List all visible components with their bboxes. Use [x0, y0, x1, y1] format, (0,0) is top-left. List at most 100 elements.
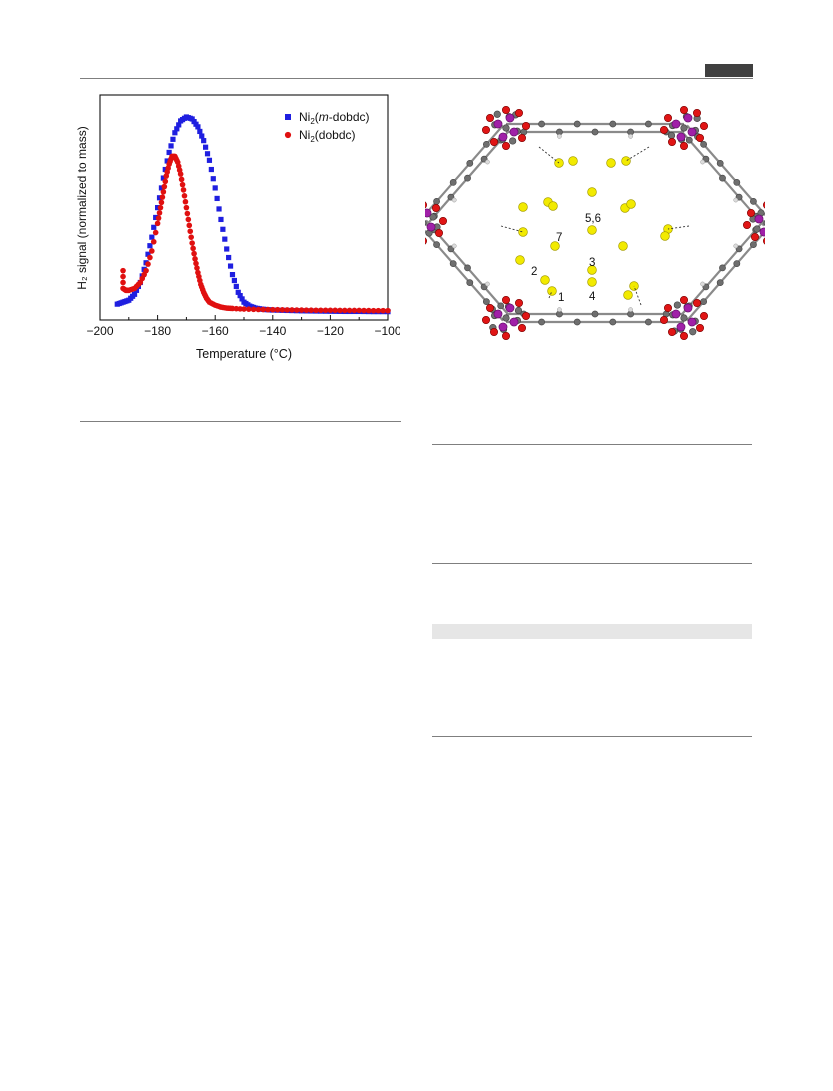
data-point — [342, 307, 348, 314]
data-point — [233, 283, 239, 290]
legend-label: Ni2(m-dobdc) — [299, 110, 369, 126]
data-point — [195, 124, 201, 130]
data-point — [255, 306, 262, 313]
carbon-atom — [466, 279, 474, 287]
data-point — [189, 116, 195, 122]
oxygen-atom — [518, 133, 527, 142]
data-point — [237, 293, 243, 299]
data-point — [210, 176, 216, 182]
y-axis-label: H₂ signal (normalized to mass) — [75, 126, 89, 289]
nickel-atom — [498, 132, 508, 142]
hydrogen-atom — [628, 134, 633, 139]
oxygen-atom — [425, 201, 427, 209]
oxygen-atom — [680, 332, 689, 341]
carbon-atom — [464, 174, 471, 182]
data-point — [231, 277, 237, 284]
oxygen-atom — [692, 108, 701, 117]
h2-molecule — [547, 286, 557, 296]
oxygen-atom — [439, 217, 448, 226]
oxygen-atom — [746, 209, 755, 218]
carbon-atom — [700, 140, 708, 148]
data-point — [120, 279, 126, 286]
carbon-atom — [591, 128, 599, 136]
h2-molecule — [587, 277, 597, 287]
data-point — [157, 204, 164, 211]
carbon-atom — [482, 140, 490, 148]
h2-molecule — [660, 231, 670, 241]
nickel-atom — [425, 208, 432, 218]
oxygen-atom — [518, 324, 527, 333]
legend-marker — [284, 131, 292, 139]
page-header-tab — [705, 64, 753, 77]
carbon-atom — [680, 314, 688, 322]
data-point — [120, 267, 126, 274]
data-point — [162, 166, 168, 173]
site-label-1: 1 — [558, 292, 564, 304]
oxygen-atom — [680, 141, 689, 150]
data-point — [155, 205, 161, 211]
data-point — [346, 307, 353, 314]
data-point — [145, 251, 151, 257]
section-rule-right-2 — [432, 563, 752, 564]
data-point — [206, 157, 213, 163]
oxygen-atom — [692, 299, 701, 308]
data-point — [385, 307, 391, 314]
section-rule-right-1 — [432, 444, 752, 445]
oxygen-atom — [425, 237, 427, 245]
h2-molecule — [618, 241, 628, 251]
data-point — [289, 307, 295, 313]
data-point — [239, 296, 245, 302]
binding-interaction — [625, 146, 650, 162]
data-point — [161, 183, 168, 190]
carbon-atom — [493, 110, 501, 118]
nickel-atom — [505, 303, 515, 313]
x-tick-label: −180 — [144, 324, 171, 338]
oxygen-atom — [502, 105, 511, 114]
site-labels: 5,6 7 3 2 1 4 — [531, 213, 601, 304]
data-point — [218, 216, 224, 223]
section-rule-left — [80, 421, 401, 422]
data-point — [380, 307, 387, 314]
carbon-atom — [609, 318, 617, 326]
data-point — [143, 267, 149, 274]
data-point — [153, 214, 159, 221]
metal-node — [660, 296, 708, 341]
data-point — [203, 144, 209, 150]
x-tick-label: −160 — [202, 324, 229, 338]
oxygen-atom — [435, 229, 444, 238]
oxygen-atom — [502, 296, 511, 305]
carbon-atom — [750, 197, 757, 205]
series-ni2-m-dobdc — [114, 114, 391, 315]
nickel-atom — [754, 214, 764, 224]
series-layer — [114, 114, 391, 315]
hydrogen-atom — [700, 159, 705, 165]
carbon-atom — [502, 124, 510, 132]
data-point — [241, 306, 247, 312]
data-point — [147, 243, 153, 249]
data-point — [185, 216, 192, 223]
oxygen-atom — [660, 125, 669, 134]
nickel-atom — [426, 222, 436, 232]
hydrogen-atom — [557, 307, 562, 312]
data-point — [201, 138, 207, 144]
nickel-atom — [759, 227, 765, 237]
data-point — [182, 198, 189, 205]
carbon-atom — [573, 318, 581, 326]
binding-interaction — [548, 290, 553, 299]
oxygen-atom — [502, 332, 511, 341]
hydrogen-atom — [451, 243, 457, 249]
oxygen-atom — [485, 304, 494, 313]
data-point — [313, 307, 319, 314]
legend-item: Ni2(dobdc) — [284, 128, 356, 144]
carbon-atom — [514, 306, 523, 315]
h2-sites — [500, 146, 690, 306]
site-label-3: 3 — [589, 257, 595, 269]
carbon-atom — [449, 178, 457, 186]
oxygen-atom — [490, 328, 499, 337]
x-axis-label: Temperature (°C) — [196, 347, 292, 361]
x-tick-label: −100 — [374, 324, 400, 338]
x-tick-label: −120 — [317, 324, 344, 338]
series-ni2-dobdc — [120, 153, 391, 314]
data-point — [152, 229, 159, 236]
carbon-atom — [753, 225, 761, 233]
